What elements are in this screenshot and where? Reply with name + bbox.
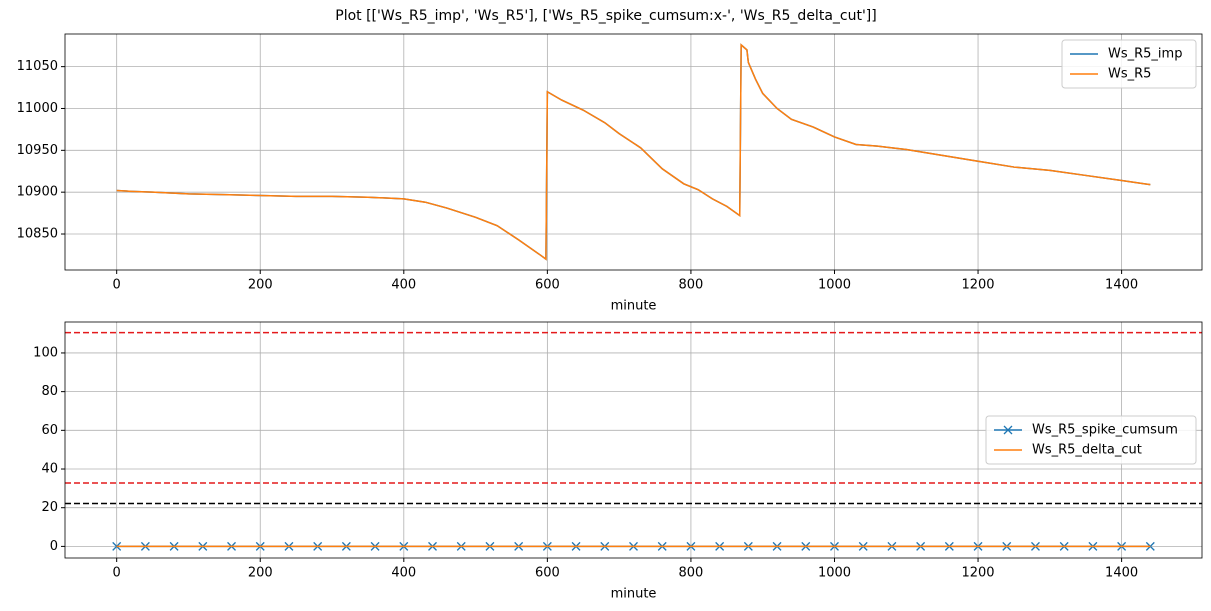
y-tick-label: 10900 — [17, 185, 58, 200]
x-tick-label: 600 — [535, 278, 560, 293]
x-tick-label: 1000 — [818, 566, 851, 581]
x-tick-label: 1200 — [961, 566, 994, 581]
x-tick-label: 600 — [535, 566, 560, 581]
y-tick-label: 40 — [41, 462, 58, 477]
y-tick-label: 60 — [41, 423, 58, 438]
y-tick-label: 11000 — [17, 101, 58, 116]
x-tick-label: 800 — [679, 566, 704, 581]
x-tick-label: 400 — [391, 278, 416, 293]
legend-label: Ws_R5_imp — [1108, 47, 1182, 62]
y-tick-label: 10950 — [17, 143, 58, 158]
y-tick-label: 0 — [50, 539, 58, 554]
point-marker — [1145, 541, 1155, 551]
legend-box — [1061, 39, 1197, 89]
x-tick-label: 0 — [113, 566, 121, 581]
x-tick-label: 800 — [679, 278, 704, 293]
y-tick-label: 80 — [41, 384, 58, 399]
x-tick-label: 400 — [391, 566, 416, 581]
x-axis-label: minute — [611, 587, 657, 602]
series-line — [116, 43, 1151, 261]
y-tick-label: 20 — [41, 500, 58, 515]
x-tick-label: 1400 — [1105, 566, 1138, 581]
legend-label: Ws_R5_spike_cumsum — [1032, 423, 1178, 438]
legend-box — [985, 415, 1197, 465]
y-tick-label: 100 — [33, 345, 58, 360]
y-tick-label: 10850 — [17, 227, 58, 242]
figure-title: Plot [['Ws_R5_imp', 'Ws_R5'], ['Ws_R5_sp… — [335, 8, 876, 24]
plot-area — [65, 331, 1202, 551]
plot-area — [116, 43, 1151, 261]
x-tick-label: 1000 — [818, 278, 851, 293]
legend-label: Ws_R5_delta_cut — [1032, 443, 1142, 458]
x-tick-label: 0 — [113, 278, 121, 293]
axes-frame — [64, 33, 1203, 271]
x-tick-label: 1400 — [1105, 278, 1138, 293]
axes-frame — [64, 321, 1203, 559]
x-tick-label: 200 — [248, 278, 273, 293]
legend-marker — [1003, 425, 1013, 435]
y-tick-label: 11050 — [17, 59, 58, 74]
x-tick-label: 200 — [248, 566, 273, 581]
legend: Ws_R5_spike_cumsum Ws_R5_delta_cut — [985, 415, 1197, 465]
x-axis-label: minute — [611, 299, 657, 314]
x-tick-label: 1200 — [961, 278, 994, 293]
legend-label: Ws_R5 — [1108, 67, 1151, 82]
legend: Ws_R5_imp Ws_R5 — [1061, 39, 1197, 89]
